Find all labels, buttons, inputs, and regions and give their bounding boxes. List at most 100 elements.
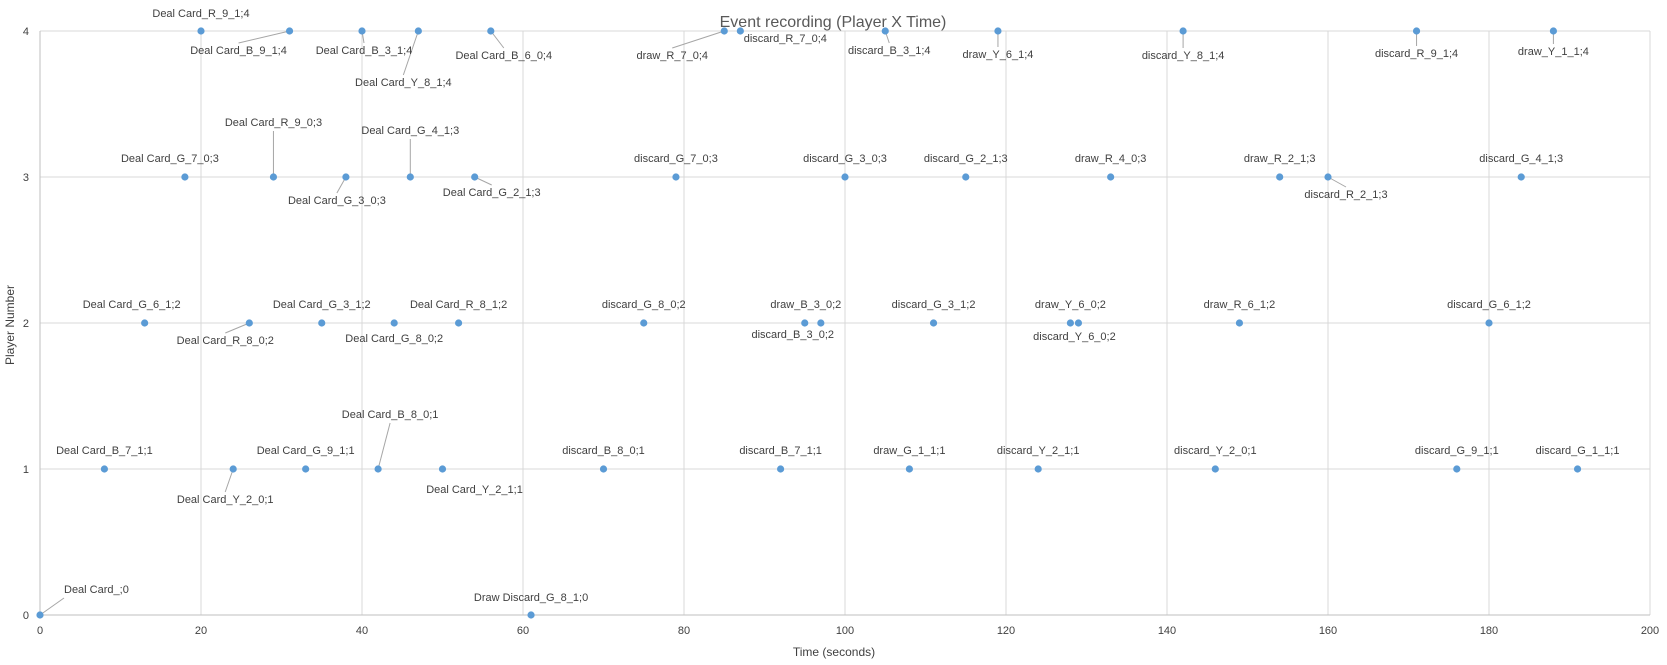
data-label: draw_Y_6_1;4 <box>962 49 1033 61</box>
data-point <box>1276 173 1284 181</box>
data-label: draw_R_7_0;4 <box>636 50 708 62</box>
x-tick-label: 40 <box>356 625 368 637</box>
data-label: draw_B_3_0;2 <box>770 299 841 311</box>
data-label: Deal Card_G_3_0;3 <box>288 195 386 207</box>
data-label: Deal Card_B_6_0;4 <box>455 50 552 62</box>
label-leader-line <box>39 597 65 616</box>
data-point <box>181 173 189 181</box>
data-point <box>342 173 350 181</box>
data-point <box>141 319 149 327</box>
data-point <box>736 27 744 35</box>
data-label: Deal Card_R_9_1;4 <box>152 8 249 20</box>
axes <box>39 31 1650 616</box>
data-label: draw_R_2_1;3 <box>1244 153 1316 165</box>
x-tick-label: 0 <box>37 625 43 637</box>
data-label: discard_G_6_1;2 <box>1447 299 1531 311</box>
data-label: discard_Y_2_0;1 <box>1174 445 1257 457</box>
x-tick-label: 120 <box>997 625 1015 637</box>
data-label: discard_B_7_1;1 <box>739 445 822 457</box>
data-point <box>599 465 608 473</box>
data-label: Deal Card_G_2_1;3 <box>443 187 541 199</box>
data-label: Deal Card_;0 <box>64 584 129 596</box>
data-label: draw_Y_1_1;4 <box>1518 46 1589 58</box>
data-label: discard_R_2_1;3 <box>1304 189 1387 201</box>
x-tick-label: 160 <box>1319 625 1337 637</box>
data-point <box>1034 465 1042 473</box>
data-label: discard_Y_8_1;4 <box>1142 50 1225 62</box>
data-point <box>1453 465 1461 473</box>
y-tick-label: 0 <box>23 610 29 622</box>
data-label: Deal Card_B_7_1;1 <box>56 445 153 457</box>
data-label: discard_R_9_1;4 <box>1375 48 1458 60</box>
data-label: discard_B_3_1;4 <box>848 45 931 57</box>
data-points <box>36 27 1582 619</box>
data-point <box>801 319 809 327</box>
tick-labels: 0 20 40 60 80 100 120 140 160 180 200 0 1 2 3 4 <box>23 26 1659 637</box>
data-label: Deal Card_G_4_1;3 <box>361 125 459 137</box>
x-tick-label: 100 <box>836 625 854 637</box>
data-point <box>455 319 463 327</box>
y-tick-label: 1 <box>23 464 29 476</box>
data-point <box>1107 173 1115 181</box>
data-point <box>438 465 447 473</box>
y-tick-label: 2 <box>23 318 29 330</box>
data-point <box>1517 173 1525 181</box>
data-point <box>720 27 728 35</box>
data-point <box>374 465 382 473</box>
data-label: Deal Card_G_9_1;1 <box>257 445 355 457</box>
data-point <box>905 465 914 473</box>
x-tick-label: 20 <box>195 625 207 637</box>
data-point <box>197 27 205 35</box>
data-label: Deal Card_G_3_1;2 <box>273 299 371 311</box>
data-point <box>269 173 278 181</box>
data-point <box>1412 27 1421 35</box>
data-labels: Deal Card_;0 Draw Discard_G_8_1;0 Deal Car… <box>56 8 1619 604</box>
data-label: draw_R_4_0;3 <box>1075 153 1147 165</box>
data-label: Deal Card_G_8_0;2 <box>345 333 443 345</box>
data-point <box>1074 319 1083 327</box>
data-point <box>100 465 108 473</box>
data-label: draw_G_1_1;1 <box>873 445 945 457</box>
data-label: Deal Card_Y_2_0;1 <box>177 494 274 506</box>
data-point <box>1573 465 1582 473</box>
data-point <box>777 465 785 473</box>
data-point <box>245 319 253 327</box>
x-axis-title: Time (seconds) <box>793 645 875 659</box>
data-point <box>1549 27 1557 35</box>
label-leader-line <box>225 322 250 334</box>
data-point <box>390 319 398 327</box>
data-label: discard_G_2_1;3 <box>924 153 1008 165</box>
data-label: Deal Card_G_7_0;3 <box>121 153 219 165</box>
x-tick-label: 140 <box>1158 625 1176 637</box>
data-point <box>285 27 294 35</box>
data-point <box>1485 319 1493 327</box>
data-point <box>487 27 495 35</box>
data-point <box>640 319 648 327</box>
data-point <box>1211 465 1219 473</box>
y-tick-label: 3 <box>23 172 29 184</box>
data-point <box>358 27 366 35</box>
data-label: discard_Y_2_1;1 <box>997 445 1080 457</box>
label-leader-line <box>402 30 419 76</box>
data-point <box>318 319 326 327</box>
data-point <box>229 465 237 473</box>
data-point <box>841 173 849 181</box>
y-axis-title: Player Number <box>3 285 17 365</box>
data-label: discard_B_8_0;1 <box>562 445 645 457</box>
x-tick-label: 200 <box>1641 625 1659 637</box>
data-label: discard_G_8_0;2 <box>602 299 686 311</box>
data-point <box>1235 319 1244 327</box>
y-tick-label: 4 <box>23 26 29 38</box>
data-label: Deal Card_B_3_1;4 <box>316 45 413 57</box>
x-tick-label: 60 <box>517 625 529 637</box>
data-point <box>1179 27 1187 35</box>
data-label: discard_B_3_0;2 <box>751 329 834 341</box>
data-label: Deal Card_B_8_0;1 <box>342 409 439 421</box>
data-point <box>36 611 44 619</box>
data-label: Deal Card_R_9_0;3 <box>225 117 322 129</box>
data-point <box>962 173 970 181</box>
data-point <box>471 173 479 181</box>
label-leader-line <box>377 422 391 470</box>
label-leader-line <box>224 468 234 493</box>
